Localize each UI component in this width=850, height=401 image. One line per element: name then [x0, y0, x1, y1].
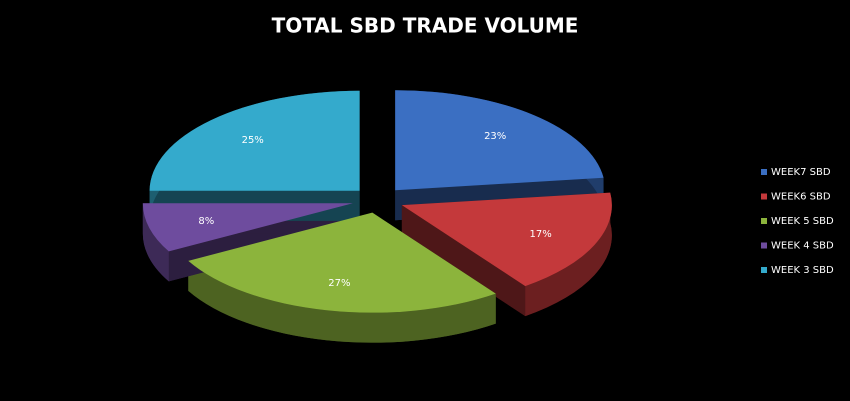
legend-label: WEEK6 SBD — [771, 192, 831, 203]
data-label: 17% — [530, 229, 552, 240]
legend-label: WEEK 5 SBD — [771, 216, 834, 227]
slice-outer-side — [188, 260, 496, 343]
slice — [142, 203, 353, 252]
legend-swatch — [761, 218, 767, 224]
data-label: 23% — [484, 131, 506, 142]
legend-swatch — [761, 242, 767, 249]
legend-label: WEEK 3 SBD — [771, 265, 834, 276]
slice-outer-side — [525, 192, 612, 317]
slice-outer-side — [142, 203, 169, 282]
chart-title: TOTAL SBD TRADE VOLUME — [272, 14, 579, 38]
slice — [149, 90, 360, 191]
slice — [401, 192, 612, 287]
legend-swatch — [761, 193, 767, 200]
data-label: 8% — [198, 216, 214, 227]
legend-label: WEEK 4 SBD — [771, 241, 834, 252]
legend-swatch — [761, 169, 767, 175]
legend-label: WEEK7 SBD — [771, 167, 831, 178]
data-label: 25% — [242, 135, 264, 146]
legend-swatch — [761, 267, 767, 273]
slice — [188, 212, 496, 313]
data-label: 27% — [328, 278, 350, 289]
slice-radial-side — [401, 205, 526, 317]
slice — [395, 90, 604, 191]
